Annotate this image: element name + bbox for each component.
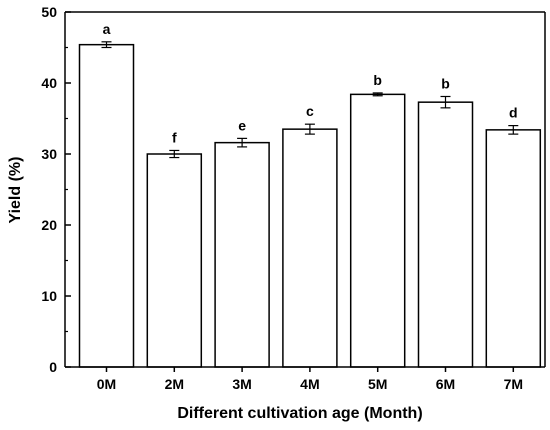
y-tick-label: 40 <box>41 75 57 91</box>
y-axis-label: Yield (%) <box>7 157 24 224</box>
x-tick-label: 7M <box>504 376 523 392</box>
x-tick-label: 6M <box>436 376 455 392</box>
x-axis-label: Different cultivation age (Month) <box>177 405 422 422</box>
bar <box>146 153 203 368</box>
plot-area: a f e c b b d <box>78 21 542 368</box>
significance-label: e <box>238 117 246 133</box>
bar <box>485 129 542 368</box>
y-tick-label: 20 <box>41 217 57 233</box>
significance-label: f <box>172 129 177 145</box>
significance-label: b <box>373 72 382 88</box>
y-tick-label: 0 <box>49 359 57 375</box>
y-tick-label: 50 <box>41 4 57 20</box>
y-tick-label: 10 <box>41 288 57 304</box>
y-tick-label: 30 <box>41 146 57 162</box>
bar <box>78 43 135 368</box>
x-tick-label: 2M <box>165 376 184 392</box>
x-tick-label: 3M <box>232 376 251 392</box>
significance-label: c <box>306 103 314 119</box>
x-tick-label: 5M <box>368 376 387 392</box>
x-tick-label: 0M <box>97 376 116 392</box>
significance-label: b <box>441 75 450 91</box>
bar <box>282 128 338 368</box>
bar <box>214 141 270 368</box>
bar <box>417 101 474 368</box>
x-tick-label: 4M <box>300 376 319 392</box>
y-axis-ticks: 0 10 20 30 40 50 <box>41 4 71 375</box>
significance-label: d <box>509 105 518 121</box>
x-axis-ticks: 0M 2M 3M 4M 5M 6M 7M <box>97 367 523 392</box>
significance-label: a <box>103 21 111 37</box>
bar <box>349 93 406 368</box>
